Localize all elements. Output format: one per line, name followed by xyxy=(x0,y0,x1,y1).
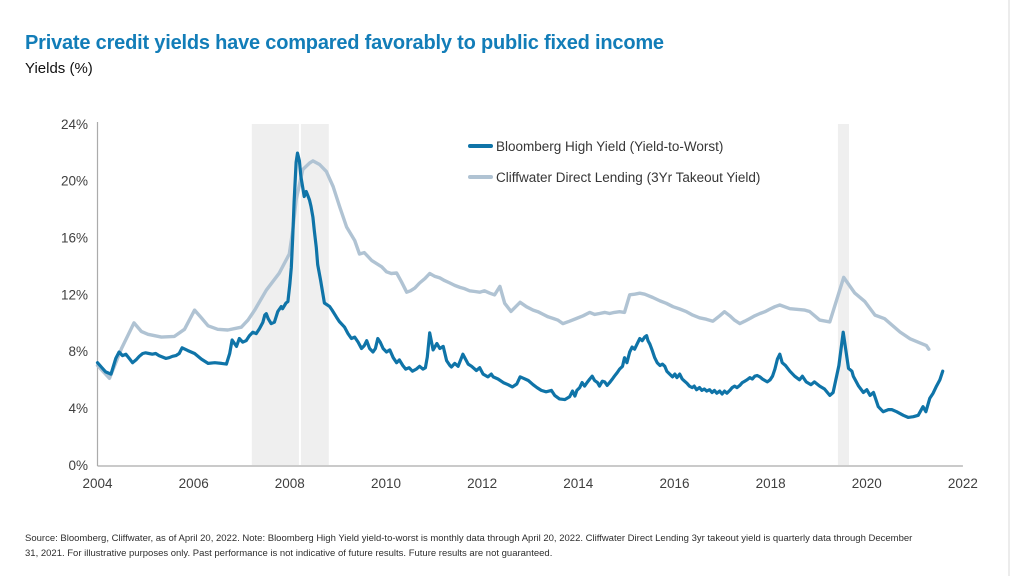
x-tick-label: 2020 xyxy=(852,476,882,491)
x-tick-label: 2012 xyxy=(467,476,497,491)
y-tick-label: 12% xyxy=(61,287,88,302)
y-tick-label: 20% xyxy=(61,174,88,189)
recession-shading-band xyxy=(300,124,329,465)
source-note-line-2: 31, 2021. For illustrative purposes only… xyxy=(25,548,553,559)
x-tick-label: 2006 xyxy=(179,476,209,491)
source-note-line-1: Source: Bloomberg, Cliffwater, as of Apr… xyxy=(25,533,913,544)
x-tick-label: 2022 xyxy=(948,476,978,491)
chart-legend: Bloomberg High Yield (Yield-to-Worst) Cl… xyxy=(468,135,760,188)
y-tick-label: 24% xyxy=(61,117,88,132)
x-tick-label: 2016 xyxy=(659,476,689,491)
y-tick-label: 4% xyxy=(68,401,88,416)
y-tick-label: 16% xyxy=(61,231,88,246)
recession-shading-band xyxy=(837,124,849,465)
source-note: Source: Bloomberg, Cliffwater, as of Apr… xyxy=(25,531,1020,561)
page-edge-divider xyxy=(1008,0,1010,576)
y-tick-label: 8% xyxy=(68,344,88,359)
x-tick-label: 2004 xyxy=(82,476,113,491)
blue-line-swatch-icon xyxy=(468,144,493,148)
legend-label: Bloomberg High Yield (Yield-to-Worst) xyxy=(496,138,724,154)
x-tick-label: 2014 xyxy=(563,476,594,491)
y-tick-label: 0% xyxy=(68,458,88,473)
chart-title: Private credit yields have compared favo… xyxy=(25,32,664,55)
x-tick-label: 2010 xyxy=(371,476,401,491)
series-line-cliffwater-direct-lending xyxy=(95,159,931,380)
gray-line-swatch-icon xyxy=(468,175,493,179)
recession-shading-band xyxy=(251,124,299,465)
legend-item-bloomberg-high-yield: Bloomberg High Yield (Yield-to-Worst) xyxy=(468,135,760,157)
x-tick-label: 2008 xyxy=(275,476,305,491)
legend-item-cliffwater-direct-lending: Cliffwater Direct Lending (3Yr Takeout Y… xyxy=(468,166,760,188)
x-tick-label: 2018 xyxy=(756,476,786,491)
series-line-bloomberg-high-yield xyxy=(95,151,945,419)
y-axis-unit-label: Yields (%) xyxy=(25,60,93,77)
legend-label: Cliffwater Direct Lending (3Yr Takeout Y… xyxy=(496,169,761,185)
